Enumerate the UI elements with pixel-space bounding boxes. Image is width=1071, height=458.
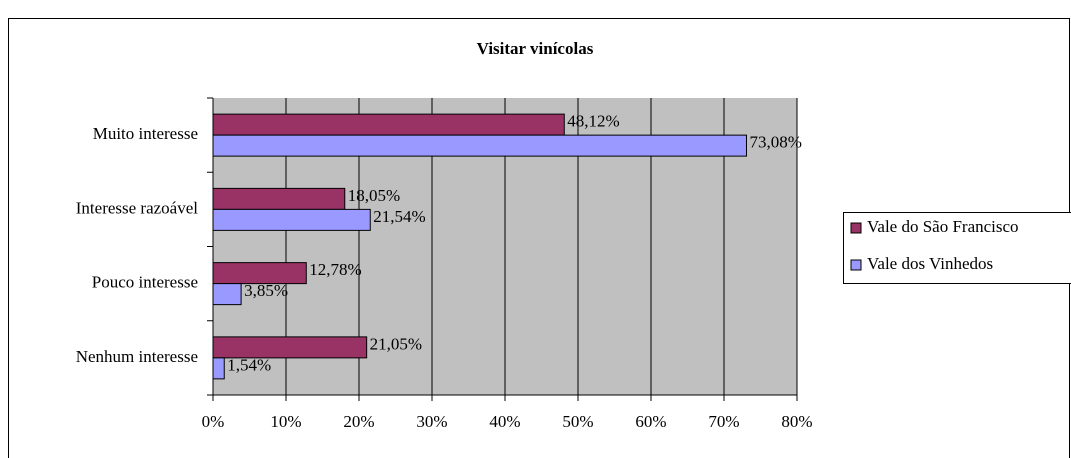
bar	[212, 134, 747, 157]
x-tick-label: 60%	[635, 412, 666, 431]
y-tick-label: Muito interesse	[93, 124, 198, 143]
value-label: 48,12%	[567, 112, 619, 131]
legend-swatch	[850, 259, 862, 271]
value-label: 21,54%	[373, 207, 425, 226]
value-label: 18,05%	[348, 186, 400, 205]
x-tick-label: 20%	[343, 412, 374, 431]
legend-label: Vale dos Vinhedos	[867, 254, 993, 273]
legend	[843, 212, 1071, 284]
bar	[212, 113, 565, 136]
x-tick-label: 0%	[202, 412, 225, 431]
chart-title: Visitar vinícolas	[477, 39, 594, 58]
bar	[212, 262, 307, 285]
bar	[212, 357, 225, 380]
value-label: 21,05%	[370, 334, 422, 353]
value-label: 12,78%	[309, 260, 361, 279]
x-tick-label: 10%	[270, 412, 301, 431]
bar	[212, 283, 242, 306]
bar	[212, 187, 346, 210]
bar	[212, 208, 371, 231]
legend-swatch	[850, 222, 862, 234]
y-tick-label: Interesse razoável	[76, 198, 199, 217]
bar	[212, 336, 368, 359]
x-tick-label: 80%	[781, 412, 812, 431]
x-tick-label: 30%	[416, 412, 447, 431]
value-label: 3,85%	[244, 281, 288, 300]
legend-label: Vale do São Francisco	[867, 217, 1019, 236]
value-label: 73,08%	[749, 133, 801, 152]
x-tick-label: 70%	[708, 412, 739, 431]
x-tick-label: 40%	[489, 412, 520, 431]
value-label: 1,54%	[227, 355, 271, 374]
y-tick-label: Pouco interesse	[92, 273, 198, 292]
y-tick-label: Nenhum interesse	[76, 347, 198, 366]
x-tick-label: 50%	[562, 412, 593, 431]
